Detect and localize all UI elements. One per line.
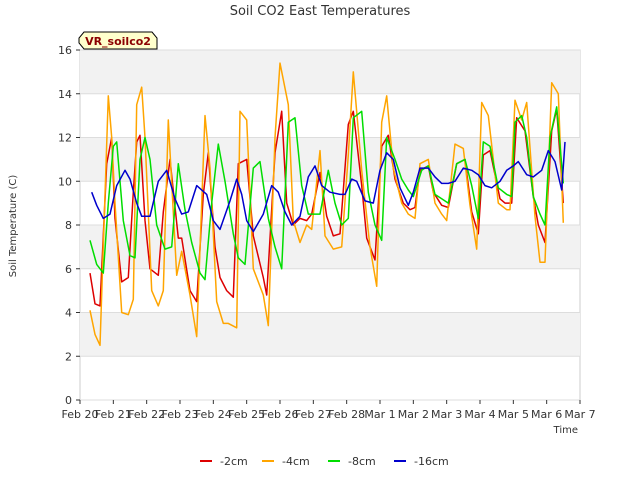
x-tick-label: Feb 20 bbox=[62, 408, 99, 421]
series-line--4cm bbox=[89, 62, 565, 347]
x-tick-label: Mar 6 bbox=[531, 408, 562, 421]
grid-band bbox=[80, 50, 580, 94]
y-tick-label: 16 bbox=[58, 44, 72, 57]
y-tick-label: 6 bbox=[65, 263, 72, 276]
grid-band bbox=[80, 137, 580, 182]
x-tick-label: Mar 2 bbox=[398, 408, 429, 421]
series-line--16cm bbox=[90, 141, 566, 233]
x-tick-label: Mar 7 bbox=[564, 408, 595, 421]
legend-label--4cm: -4cm bbox=[282, 455, 310, 468]
x-tick-label: Feb 22 bbox=[128, 408, 165, 421]
y-tick-label: 4 bbox=[65, 307, 72, 320]
x-tick-label: Mar 4 bbox=[464, 408, 495, 421]
legend: -2cm -4cm -8cm -16cm bbox=[200, 455, 449, 468]
x-tick-label: Feb 21 bbox=[95, 408, 132, 421]
x-tick-label: Feb 28 bbox=[328, 408, 365, 421]
y-axis-ticks: 0 2 4 6 8 10 12 14 16 bbox=[58, 44, 80, 407]
series-layer bbox=[89, 62, 566, 347]
legend-label--2cm: -2cm bbox=[220, 455, 248, 468]
y-tick-label: 2 bbox=[65, 350, 72, 363]
series-line--8cm bbox=[89, 106, 565, 281]
x-tick-label: Mar 3 bbox=[431, 408, 462, 421]
y-tick-label: 14 bbox=[58, 88, 72, 101]
grid-band bbox=[80, 312, 580, 357]
legend-label--8cm: -8cm bbox=[348, 455, 376, 468]
y-axis-title: Soil Temperature (C) bbox=[8, 175, 19, 278]
x-axis-title: Time bbox=[553, 425, 578, 436]
site-label-box: VR_soilco2 bbox=[78, 31, 158, 50]
x-tick-label: Feb 24 bbox=[195, 408, 232, 421]
x-tick-label: Feb 25 bbox=[228, 408, 265, 421]
chart-title: Soil CO2 East Temperatures bbox=[230, 4, 411, 19]
x-tick-label: Feb 27 bbox=[295, 408, 332, 421]
y-tick-label: 0 bbox=[65, 394, 72, 407]
y-tick-label: 10 bbox=[58, 175, 72, 188]
x-tick-label: Feb 23 bbox=[162, 408, 199, 421]
x-tick-label: Mar 5 bbox=[498, 408, 529, 421]
x-tick-label: Mar 1 bbox=[364, 408, 395, 421]
legend-label--16cm: -16cm bbox=[414, 455, 449, 468]
grid-bands bbox=[80, 49, 580, 401]
grid-band bbox=[80, 225, 580, 269]
site-label: VR_soilco2 bbox=[85, 35, 151, 48]
x-tick-label: Feb 26 bbox=[262, 408, 299, 421]
y-tick-label: 12 bbox=[58, 132, 72, 145]
y-tick-label: 8 bbox=[65, 219, 72, 232]
